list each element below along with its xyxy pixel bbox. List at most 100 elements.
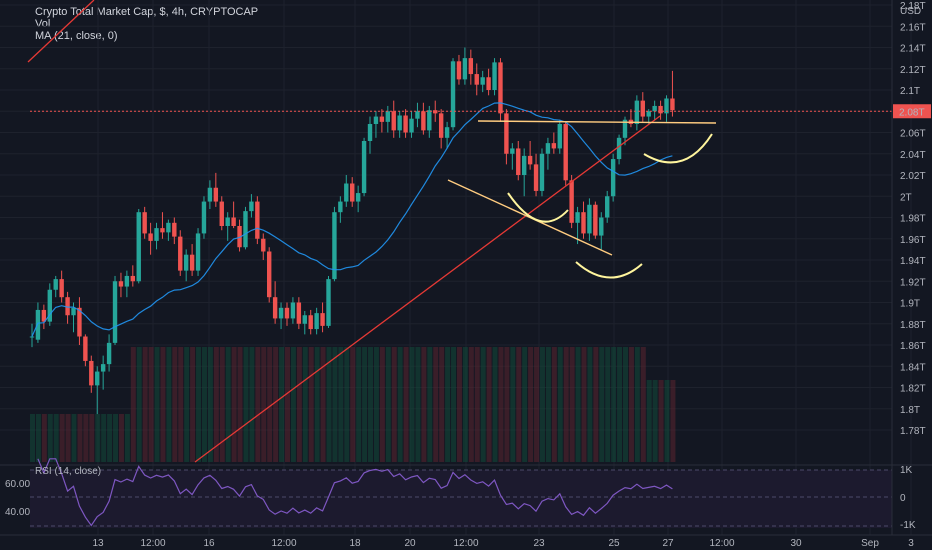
candle-body[interactable]	[249, 201, 254, 212]
candle-body[interactable]	[344, 183, 349, 202]
candle-body[interactable]	[338, 201, 343, 213]
candle-body[interactable]	[59, 279, 64, 298]
candle-body[interactable]	[361, 141, 367, 194]
candle-body[interactable]	[622, 119, 628, 138]
candle-body[interactable]	[610, 159, 616, 197]
candle-body[interactable]	[308, 315, 313, 330]
candle-body[interactable]	[95, 371, 100, 386]
candle-body[interactable]	[444, 127, 450, 138]
head-curve[interactable]	[575, 261, 643, 279]
candle-body[interactable]	[142, 212, 147, 234]
candle-body[interactable]	[225, 217, 230, 227]
candle-body[interactable]	[53, 279, 58, 290]
candle-body[interactable]	[41, 309, 47, 322]
candle-body[interactable]	[474, 74, 479, 85]
candle-body[interactable]	[118, 281, 124, 287]
candle-body[interactable]	[616, 137, 622, 160]
rsi-label[interactable]: RSI (14, close)	[35, 466, 101, 477]
candle-body[interactable]	[106, 342, 112, 365]
candle-body[interactable]	[77, 307, 82, 337]
candle-body[interactable]	[593, 204, 598, 236]
candle-body[interactable]	[438, 113, 444, 138]
candle-body[interactable]	[100, 364, 106, 372]
candle-body[interactable]	[278, 307, 284, 319]
candle-body[interactable]	[172, 222, 177, 237]
candle-body[interactable]	[599, 217, 604, 236]
candle-body[interactable]	[89, 360, 94, 386]
candle-body[interactable]	[178, 236, 183, 271]
candle-body[interactable]	[367, 124, 373, 141]
candle-body[interactable]	[569, 180, 574, 223]
candle-body[interactable]	[47, 289, 52, 322]
candle-body[interactable]	[652, 105, 657, 112]
trendline-support[interactable]	[194, 115, 661, 463]
trendline-upper[interactable]	[27, 0, 95, 63]
candle-body[interactable]	[468, 58, 474, 75]
candle-body[interactable]	[634, 100, 640, 124]
candle-body[interactable]	[272, 297, 278, 319]
candle-body[interactable]	[112, 281, 118, 343]
candle-body[interactable]	[189, 254, 195, 271]
candle-body[interactable]	[527, 155, 533, 165]
candle-body[interactable]	[433, 110, 438, 114]
candle-body[interactable]	[124, 275, 130, 287]
candle-body[interactable]	[391, 111, 396, 131]
candle-body[interactable]	[326, 279, 331, 326]
currency-label[interactable]: USD	[900, 6, 921, 17]
candle-body[interactable]	[255, 201, 260, 239]
candle-body[interactable]	[409, 118, 414, 133]
candle-body[interactable]	[480, 77, 485, 85]
candle-body[interactable]	[551, 143, 557, 149]
candle-body[interactable]	[195, 233, 201, 271]
candle-body[interactable]	[605, 196, 610, 218]
candle-body[interactable]	[332, 212, 337, 280]
candle-body[interactable]	[563, 124, 568, 181]
candle-body[interactable]	[462, 58, 468, 80]
candle-body[interactable]	[296, 302, 302, 324]
candle-body[interactable]	[83, 336, 88, 361]
candle-body[interactable]	[486, 77, 491, 90]
candle-body[interactable]	[498, 62, 503, 114]
candle-body[interactable]	[427, 110, 432, 131]
candle-body[interactable]	[670, 98, 675, 111]
candle-body[interactable]	[201, 201, 207, 234]
candle-body[interactable]	[231, 217, 236, 227]
candle-body[interactable]	[160, 228, 165, 233]
candle-body[interactable]	[219, 201, 224, 226]
candle-body[interactable]	[243, 211, 248, 248]
candle-body[interactable]	[658, 105, 663, 114]
candle-body[interactable]	[213, 187, 219, 202]
candle-body[interactable]	[237, 226, 242, 248]
symbol-title[interactable]: Crypto Total Market Cap, $, 4h, CRYPTOCA…	[35, 6, 259, 18]
candle-body[interactable]	[379, 116, 385, 122]
candle-body[interactable]	[575, 212, 580, 223]
candle-body[interactable]	[355, 193, 361, 202]
candle-body[interactable]	[314, 313, 319, 330]
candle-body[interactable]	[302, 315, 307, 324]
candle-body[interactable]	[136, 212, 141, 282]
candle-body[interactable]	[421, 111, 426, 131]
candle-body[interactable]	[581, 212, 586, 234]
candle-body[interactable]	[261, 238, 266, 252]
candle-body[interactable]	[403, 115, 408, 133]
candle-body[interactable]	[646, 111, 651, 117]
candle-body[interactable]	[284, 307, 290, 319]
candle-body[interactable]	[183, 254, 189, 271]
candle-body[interactable]	[71, 307, 76, 316]
candle-body[interactable]	[207, 187, 213, 202]
candle-body[interactable]	[640, 100, 645, 117]
candle-body[interactable]	[533, 164, 539, 191]
candle-body[interactable]	[29, 336, 35, 338]
neckline[interactable]	[477, 120, 717, 124]
candle-body[interactable]	[290, 302, 296, 319]
volume-label[interactable]: Vol	[35, 18, 51, 30]
shoulder-curve-left[interactable]	[507, 192, 569, 223]
candle-body[interactable]	[516, 148, 521, 175]
candle-body[interactable]	[545, 143, 551, 154]
candle-body[interactable]	[539, 153, 545, 191]
candle-body[interactable]	[385, 111, 390, 122]
candle-body[interactable]	[664, 98, 669, 114]
candle-body[interactable]	[492, 62, 497, 90]
candle-body[interactable]	[130, 275, 136, 282]
